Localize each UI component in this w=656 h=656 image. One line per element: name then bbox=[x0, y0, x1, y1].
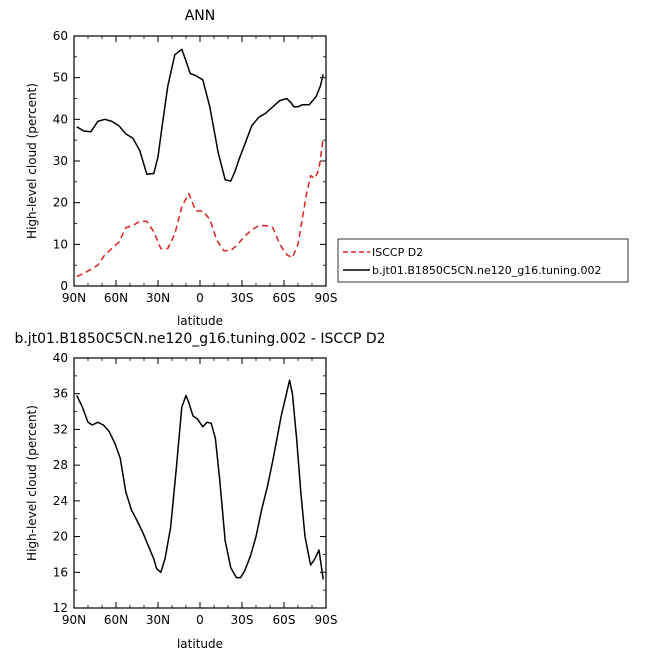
chart-2-y-tick-label: 16 bbox=[53, 565, 68, 579]
chart-2-series-line-1 bbox=[76, 379, 324, 580]
legend-entry-model: b.jt01.B1850C5CN.ne120_g16.tuning.002 bbox=[372, 264, 601, 277]
chart-2-y-tick-label: 32 bbox=[53, 422, 68, 436]
chart-2-x-tick-label: 90S bbox=[315, 613, 338, 627]
chart-2-y-axis-label: High-level cloud (percent) bbox=[25, 405, 39, 561]
chart-2-x-axis-label: latitude bbox=[177, 637, 223, 651]
chart-2-y-tick-label: 24 bbox=[53, 494, 68, 508]
chart-1-y-axis-label: High-level cloud (percent) bbox=[25, 83, 39, 239]
legend-entry-isccp: ISCCP D2 bbox=[372, 246, 423, 259]
chart-2-y-tick-label: 36 bbox=[53, 387, 68, 401]
chart-1-x-tick-label: 0 bbox=[196, 291, 204, 305]
chart-2-y-tick-label: 12 bbox=[53, 601, 68, 615]
chart-2-title: b.jt01.B1850C5CN.ne120_g16.tuning.002 - … bbox=[14, 331, 385, 347]
chart-1-series-line-1 bbox=[76, 137, 324, 278]
chart-2-x-tick-label: 30N bbox=[146, 613, 170, 627]
chart-1-y-tick-label: 40 bbox=[53, 112, 68, 126]
chart-2-x-tick-label: 60N bbox=[104, 613, 128, 627]
chart-2-x-tick-label: 90N bbox=[62, 613, 86, 627]
chart-1-x-axis-label: latitude bbox=[177, 314, 223, 328]
chart-2-y-tick-label: 20 bbox=[53, 530, 68, 544]
chart-1-y-tick-label: 60 bbox=[53, 29, 68, 43]
chart-2-plot: 90N 60N 30N 0 30S 60S 90S 12 16 20 24 28 32 36 40 bbox=[53, 351, 338, 627]
chart-1-x-tick-label: 60N bbox=[104, 291, 128, 305]
chart-1-y-tick-label: 50 bbox=[53, 71, 68, 85]
chart-1-x-tick-label: 60S bbox=[273, 291, 296, 305]
chart-1-y-tick-label: 30 bbox=[53, 154, 68, 168]
chart-1-y-tick-label: 0 bbox=[60, 279, 68, 293]
chart-2-x-tick-label: 0 bbox=[196, 613, 204, 627]
chart-2-x-tick-label: 30S bbox=[231, 613, 254, 627]
legend-box bbox=[337, 238, 629, 283]
chart-2-y-tick-label: 28 bbox=[53, 458, 68, 472]
chart-1-y-tick-label: 10 bbox=[53, 237, 68, 251]
chart-1-x-tick-label: 90N bbox=[62, 291, 86, 305]
chart-1-series-line-2 bbox=[76, 48, 324, 182]
chart-1-x-tick-label: 90S bbox=[315, 291, 338, 305]
chart-2-frame bbox=[73, 357, 327, 609]
chart-1-title: ANN bbox=[185, 8, 216, 24]
chart-1-x-tick-label: 30N bbox=[146, 291, 170, 305]
chart-2-x-tick-label: 60S bbox=[273, 613, 296, 627]
legend: ISCCP D2 b.jt01.B1850C5CN.ne120_g16.tuni… bbox=[337, 238, 629, 283]
chart-2-y-tick-label: 40 bbox=[53, 351, 68, 365]
chart-1-y-tick-label: 20 bbox=[53, 196, 68, 210]
chart-1-plot: 90N 60N 30N 0 30S 60S 90S 0 10 20 30 40 50 60 bbox=[53, 29, 338, 305]
chart-1-x-tick-label: 30S bbox=[231, 291, 254, 305]
